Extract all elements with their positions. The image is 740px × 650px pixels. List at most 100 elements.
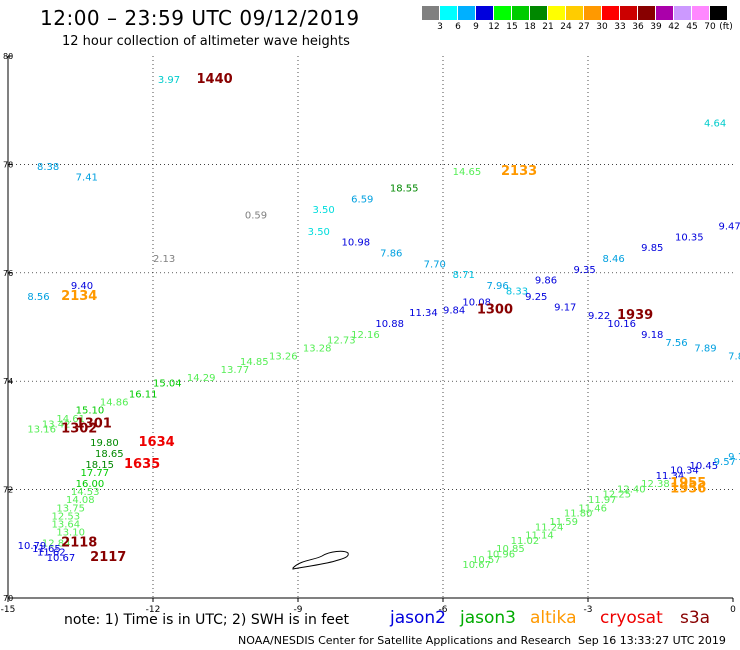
- wave-height-label: 13.10: [56, 528, 85, 539]
- color-bin-label: 45: [686, 22, 698, 32]
- pass-time-label: 1955: [670, 476, 706, 491]
- color-bin-label: 18: [524, 22, 536, 32]
- wave-height-label: 6.59: [351, 194, 373, 205]
- wave-height-label: 10.85: [496, 544, 525, 555]
- wave-height-label: 8.38: [37, 162, 59, 173]
- color-bin: [710, 6, 727, 20]
- color-bin-label: 30: [596, 22, 608, 32]
- color-bin: [422, 6, 439, 20]
- generation-timestamp: Sep 16 13:33:27 UTC 2019: [578, 634, 726, 647]
- wave-height-label: 10.35: [675, 232, 704, 243]
- wave-height-label: 12.25: [603, 490, 632, 501]
- wave-height-label: 13.26: [269, 352, 298, 363]
- wave-height-label: 9.22: [588, 311, 610, 322]
- color-bin: [692, 6, 709, 20]
- color-bin: [656, 6, 673, 20]
- wave-height-label: 9.18: [728, 452, 740, 463]
- color-bin-label: 24: [560, 22, 572, 32]
- wave-height-label: 9.86: [535, 276, 557, 287]
- wave-height-label: 14.86: [100, 398, 129, 409]
- wave-height-label: 13.16: [27, 425, 56, 436]
- wave-height-label: 2.13: [153, 254, 175, 265]
- color-bin: [566, 6, 583, 20]
- wave-height-label: 11.80: [564, 509, 593, 520]
- map-gridlines: [8, 56, 733, 598]
- wave-height-label: 7.70: [424, 259, 446, 270]
- color-bin: [476, 6, 493, 20]
- wave-height-label: 11.34: [409, 308, 438, 319]
- color-bin-label: 39: [650, 22, 662, 32]
- wave-height-label: 14.08: [66, 495, 95, 506]
- satellite-cryosat: cryosat: [600, 608, 663, 628]
- wave-height-label: 15.04: [153, 379, 182, 390]
- wave-height-label: 10.16: [607, 319, 636, 330]
- pass-time-label: 1440: [197, 72, 233, 87]
- wave-height-label: 14.85: [240, 357, 269, 368]
- wave-height-label: 12.84: [42, 539, 71, 550]
- color-bin: [494, 6, 511, 20]
- wave-height-label: 0.59: [245, 211, 267, 222]
- pass-time-label: 1300: [477, 302, 513, 317]
- wave-height-label: 7.89: [694, 343, 716, 354]
- pass-time-label: 2133: [501, 164, 537, 179]
- wave-height-label: 9.18: [641, 330, 663, 341]
- wave-height-label: 10.34: [670, 465, 699, 476]
- wave-height-label: 3.97: [158, 75, 180, 86]
- wave-height-label: 9.84: [443, 305, 465, 316]
- wave-height-label: 7.41: [76, 173, 98, 184]
- color-bin: [638, 6, 655, 20]
- wave-height-label: 10.08: [462, 297, 491, 308]
- satellite-altika: altika: [530, 608, 577, 628]
- wave-height-label: 10.67: [47, 553, 76, 564]
- wave-height-label: 10.45: [690, 461, 719, 472]
- wave-height-label: 13.28: [303, 343, 332, 354]
- footer-credit: NOAA/NESDIS Center for Satellite Applica…: [238, 634, 572, 647]
- color-bin: [548, 6, 565, 20]
- wave-height-label: 4.64: [704, 118, 726, 129]
- map-subtitle: 12 hour collection of altimeter wave hei…: [62, 34, 350, 49]
- wave-height-label: 12.16: [351, 330, 380, 341]
- observation-labels: 3.97 1440 4.64 8.38 7.41 14.65 2133 18.55 6.59 3.…: [18, 72, 740, 571]
- wave-height-label: 16.11: [129, 389, 158, 400]
- satellite-s3a: s3a: [680, 608, 711, 628]
- wave-height-label: 10.79: [18, 541, 47, 552]
- wave-height-label: 9.57: [714, 457, 736, 468]
- pass-time-label: 1956: [670, 481, 706, 496]
- wave-height-label: 18.65: [95, 449, 124, 460]
- wave-height-label: 7.8: [728, 352, 740, 363]
- pass-time-label: 1302: [61, 422, 97, 437]
- wave-height-label: 10.96: [487, 549, 516, 560]
- lon-tick-label: -6: [439, 605, 448, 615]
- color-bin: [458, 6, 475, 20]
- wave-height-label: 9.40: [71, 281, 93, 292]
- color-bin-label: 70: [704, 22, 716, 32]
- color-bin-label: 3: [437, 22, 443, 32]
- wave-height-label: 11.14: [525, 530, 554, 541]
- color-bin-label: 6: [455, 22, 461, 32]
- wave-height-label: 10.57: [472, 555, 501, 566]
- color-bin: [512, 6, 529, 20]
- color-bin: [620, 6, 637, 20]
- lon-tick-label: -9: [294, 605, 303, 615]
- wave-height-label: 18.15: [85, 460, 114, 471]
- pass-time-label: 2117: [90, 550, 126, 565]
- wave-height-label: 10.67: [462, 560, 491, 571]
- lon-tick-label: -3: [584, 605, 593, 615]
- wave-height-label: 7.56: [665, 338, 687, 349]
- color-bin-label: 9: [473, 22, 479, 32]
- wave-height-label: 16.00: [76, 479, 105, 490]
- color-bin-label: 42: [668, 22, 680, 32]
- wave-height-label: 12.40: [617, 484, 646, 495]
- wave-height-label: 14.65: [453, 167, 482, 178]
- color-bin: [530, 6, 547, 20]
- wave-height-label: 3.50: [313, 205, 335, 216]
- pass-time-label: 1634: [139, 435, 175, 450]
- color-bin-label: 15: [506, 22, 518, 32]
- color-bin: [602, 6, 619, 20]
- wave-height-label: 12.73: [327, 335, 356, 346]
- wave-height-label: 8.33: [506, 286, 528, 297]
- wave-height-label: 10.88: [375, 319, 404, 330]
- wave-height-label: 11.62: [37, 548, 66, 559]
- wave-height-label: 8.46: [603, 254, 625, 265]
